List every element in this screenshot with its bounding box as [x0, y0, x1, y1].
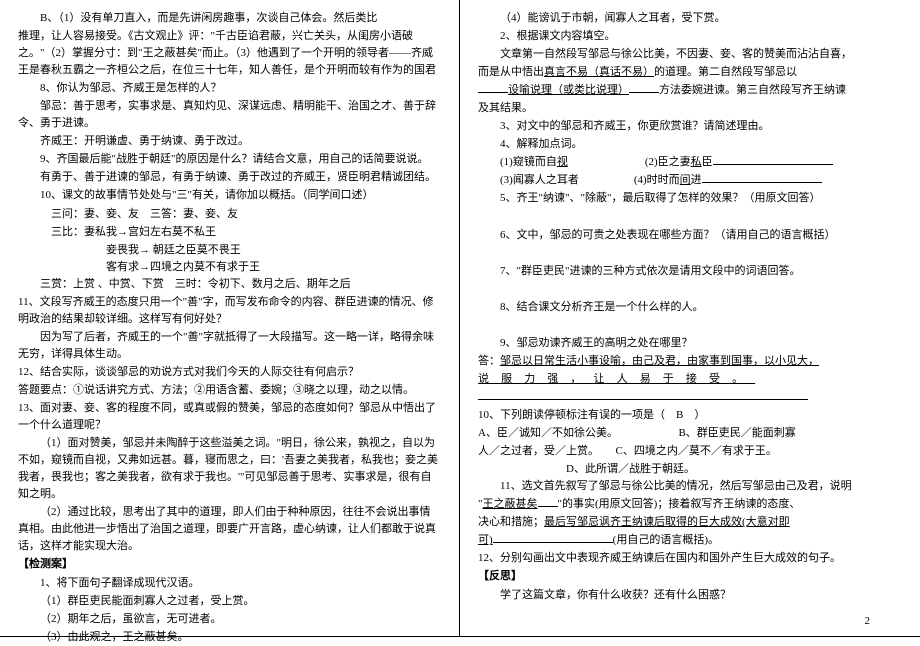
- para: 4、解释加点词。: [478, 136, 902, 153]
- text: (用自己的语言概括)。: [613, 534, 719, 546]
- answer: 可): [478, 534, 493, 546]
- para: （1）面对赞美，邹忌并未陶醉于这些溢美之词。"明日，徐公来，孰视之，自以为不如，…: [18, 435, 441, 503]
- blank: [478, 389, 808, 400]
- text: 臣: [702, 156, 713, 168]
- para: 而是从中悟出真言不易（真话不易）的道理。第二自然段写邹忌以: [478, 64, 902, 81]
- text: (1)窥镜而自: [500, 156, 557, 168]
- text: 方法委婉进谏。第三自然段写齐王纳谏: [659, 84, 846, 96]
- text: (4)时时而: [634, 174, 680, 186]
- blank-row: [478, 389, 902, 406]
- para: (3)闻寡人之耳者 (4)时时而间进: [478, 172, 902, 189]
- para: 齐威王：开明谦虚、勇于纳谏、勇于改过。: [18, 133, 441, 150]
- para: 2、根据课文内容填空。: [478, 28, 902, 45]
- answer: 说服力强，让人易于接受。: [478, 373, 755, 385]
- para: A、臣／诚知／不如徐公美。 B、群臣吏民／能面刺寡: [478, 425, 902, 442]
- para: "王之蔽甚矣"的事实(用原文回答)；接着叙写齐王纳谏的态度、: [478, 496, 902, 513]
- para: 11、选文首先叙写了邹忌与徐公比美的情况，然后写邹忌由己及君，说明: [478, 478, 902, 495]
- para: B、（1）没有单刀直入，而是先讲闲房趣事，次谈自己体会。然后类比: [18, 10, 441, 27]
- section-heading: 【检测案】: [18, 556, 441, 573]
- para: （4）能谤讥于市朝，闻寡人之耳者，受下赏。: [478, 10, 902, 27]
- right-column: （4）能谤讥于市朝，闻寡人之耳者，受下赏。 2、根据课文内容填空。 文章第一自然…: [460, 0, 920, 636]
- blank: [493, 532, 613, 543]
- para: 9、邹忌劝谏齐威王的高明之处在哪里？: [478, 335, 902, 352]
- para: （3）由此观之，王之蔽甚矣。: [18, 629, 441, 646]
- text: 进: [691, 174, 702, 186]
- para: 说服力强，让人易于接受。: [478, 371, 902, 388]
- page-number: 2: [865, 613, 871, 630]
- para: 三比：妻私我→宫妇左右莫不私王: [18, 224, 441, 241]
- para: 及其结果。: [478, 100, 902, 117]
- underlined: 间: [680, 174, 691, 186]
- answer: 邹忌以日常生活小事设喻，由己及君，由家事到国事，以小见大，: [500, 355, 819, 367]
- para: 13、面对妻、妾、客的程度不同，或真或假的赞美，邹忌的态度如何？邹忌从中悟出了一…: [18, 400, 441, 434]
- para: 人／之过者，受／上赏。 C、四境之内／莫不／有求于王。: [478, 443, 902, 460]
- para: 8、你认为邹忌、齐威王是怎样的人？: [18, 80, 441, 97]
- blank: [713, 154, 833, 165]
- para: 可) (用自己的语言概括)。: [478, 532, 902, 549]
- text: 答：: [478, 355, 500, 367]
- para: 12、分别勾画出文中表现齐威王纳谏后在国内和国外产生巨大成效的句子。: [478, 550, 902, 567]
- para: 邹忌：善于思考，实事求是、真知灼见、深谋远虑、精明能干、治国之才、善于辞令、勇于…: [18, 98, 441, 132]
- para: 答题要点：①说话讲究方式、方法；②用语含蓄、委婉；③晓之以理，动之以情。: [18, 382, 441, 399]
- para: 因为写了后者，齐威王的一个"善"字就抵得了一大段描写。这一略一详，略得余味无穷，…: [18, 329, 441, 363]
- para: （2）通过比较，思考出了其中的道理，即人们由于种种原因，往往不会说出事情真相。由…: [18, 504, 441, 555]
- para: 12、结合实际，谈谈邹忌的劝说方式对我们今天的人际交往有何启示？: [18, 364, 441, 381]
- blank: [478, 82, 508, 93]
- text: "的事实(用原文回答)；接着叙写齐王纳谏的态度、: [558, 498, 801, 510]
- para: 5、齐王"纳谏"、"除蔽"，最后取得了怎样的效果？（用原文回答）: [478, 190, 902, 207]
- para: 客有求→四境之内莫不有求于王: [18, 259, 441, 276]
- answer: 真言不易（真话不易）: [544, 66, 654, 78]
- para: 决心和措施；最后写邹忌讽齐王纳谏后取得的巨大成效(大意对即: [478, 514, 902, 531]
- para: (1)窥镜而自视 (2)臣之妻私臣: [478, 154, 902, 171]
- para: 10、下列朗读停顿标注有误的一项是（ B ）: [478, 407, 902, 424]
- para: 6、文中，邹忌的可贵之处表现在哪些方面？（请用自己的语言概括）: [478, 227, 902, 244]
- para: 3、对文中的邹忌和齐威王，你更欣赏谁？请简述理由。: [478, 118, 902, 135]
- para: 推理，让人容易接受。《古文观止》评："千古臣谄君蔽，兴亡关头，从闺房小语破之。"…: [18, 28, 441, 79]
- text: 而是从中悟出: [478, 66, 544, 78]
- para: 三问：妻、妾、友 三答：妻、妾、友: [18, 206, 441, 223]
- para: 学了这篇文章，你有什么收获？还有什么困惑？: [478, 587, 902, 604]
- blank-line: [478, 209, 902, 226]
- para: 10、课文的故事情节处处与"三"有关，请你加以概括。（同学间口述）: [18, 187, 441, 204]
- para: 设喻说理（或类比说理） 方法委婉进谏。第三自然段写齐王纳谏: [478, 82, 902, 99]
- blank-line: [478, 245, 902, 262]
- para: 妾畏我→ 朝廷之臣莫不畏王: [18, 242, 441, 259]
- document-page: B、（1）没有单刀直入，而是先讲闲房趣事，次谈自己体会。然后类比 推理，让人容易…: [0, 0, 920, 637]
- para: 三赏：上赏 、中赏、下赏 三时：令初下、数月之后、期年之后: [18, 276, 441, 293]
- underlined: 私: [691, 156, 702, 168]
- left-column: B、（1）没有单刀直入，而是先讲闲房趣事，次谈自己体会。然后类比 推理，让人容易…: [0, 0, 460, 636]
- para: 7、"群臣吏民"进谏的三种方式依次是请用文段中的词语回答。: [478, 263, 902, 280]
- text: 的道理。第二自然段写邹忌以: [654, 66, 797, 78]
- para: 文章第一自然段写邹忌与徐公比美，不因妻、妾、客的赞美而沾沾自喜，: [478, 46, 902, 63]
- blank: [538, 496, 558, 507]
- section-heading: 【反思】: [478, 568, 902, 585]
- para: 有勇于、善于进谏的邹忌，有勇于纳谏、勇于改过的齐威王，贤臣明君精诚团结。: [18, 169, 441, 186]
- para: 9、齐国最后能"战胜于朝廷"的原因是什么？请结合文意，用自己的话简要说说。: [18, 151, 441, 168]
- text: (3)闻寡人之耳者: [500, 174, 579, 186]
- answer: 王之蔽甚矣: [483, 498, 538, 510]
- para: （2）期年之后，虽欲言，无可进者。: [18, 611, 441, 628]
- text: 决心和措施；: [478, 516, 544, 528]
- para: 1、将下面句子翻译成现代汉语。: [18, 575, 441, 592]
- para: 答：邹忌以日常生活小事设喻，由己及君，由家事到国事，以小见大，: [478, 353, 902, 370]
- blank-line: [478, 281, 902, 298]
- answer: 最后写邹忌讽齐王纳谏后取得的巨大成效(大意对即: [544, 516, 790, 528]
- answer: 设喻说理（或类比说理）: [508, 84, 629, 96]
- para: D、此所谓／战胜于朝廷。: [478, 461, 902, 478]
- blank: [629, 82, 659, 93]
- blank: [702, 172, 822, 183]
- text: (2)臣之妻: [645, 156, 691, 168]
- para: （1）群臣吏民能面刺寡人之过者，受上赏。: [18, 593, 441, 610]
- para: 11、文段写齐威王的态度只用一个"善"字，而写发布命令的内容、群臣进谏的情况、修…: [18, 294, 441, 328]
- para: 8、结合课文分析齐王是一个什么样的人。: [478, 299, 902, 316]
- underlined: 视: [557, 156, 568, 168]
- blank-line: [478, 317, 902, 334]
